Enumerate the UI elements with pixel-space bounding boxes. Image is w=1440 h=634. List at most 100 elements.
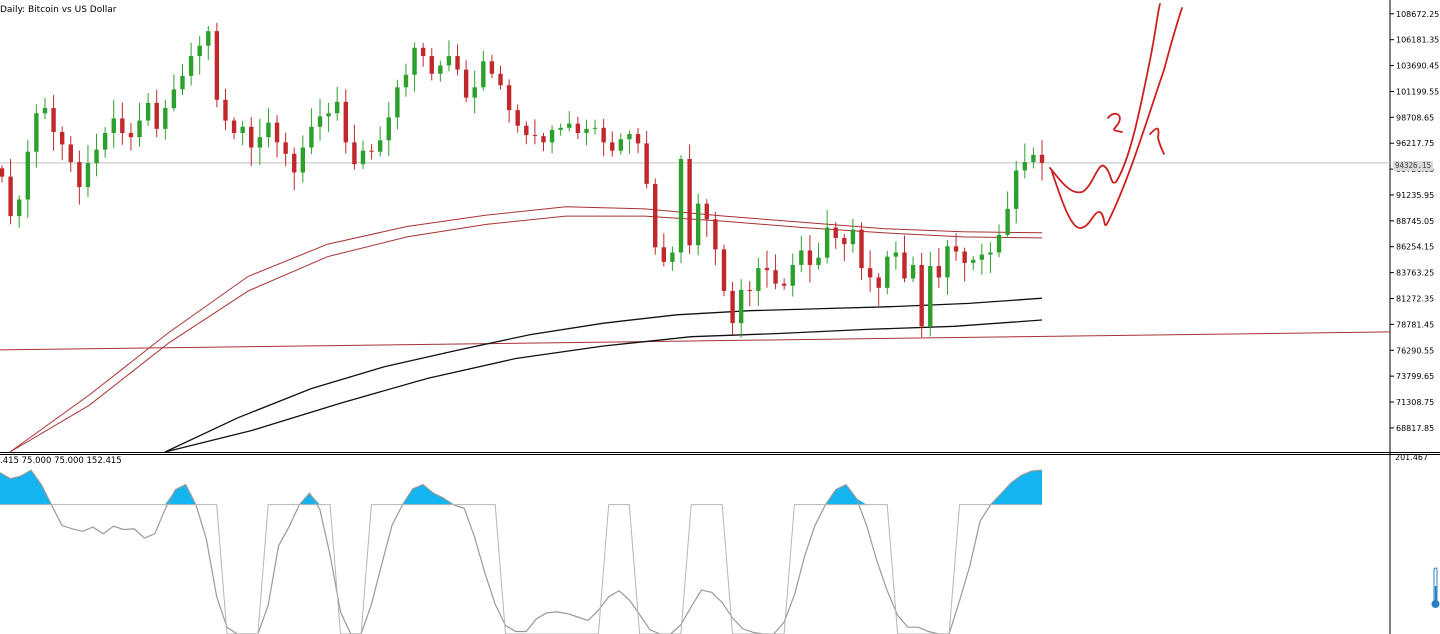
candle-body <box>584 128 589 134</box>
candle-body <box>472 87 477 98</box>
candle-body <box>928 266 933 327</box>
candle-body <box>240 126 245 134</box>
y-tick-label: 108672.25 <box>1396 10 1439 19</box>
candle-body <box>627 134 632 140</box>
candle-body <box>953 246 959 252</box>
candle-body <box>326 113 331 117</box>
current-price-label: 94326.15 <box>1393 161 1433 171</box>
candle-body <box>893 252 899 257</box>
y-tick-label: 78781.45 <box>1396 320 1434 329</box>
oscillator-fill <box>0 470 1042 505</box>
candle-body <box>635 134 641 144</box>
annotation-stroke <box>1049 3 1161 194</box>
candle-body <box>266 122 271 138</box>
candle-body <box>403 74 409 88</box>
candle-body <box>231 120 237 134</box>
y-tick-label: 98708.65 <box>1396 113 1434 122</box>
candle-body <box>816 257 821 265</box>
candle-body <box>309 126 314 148</box>
candle-body <box>395 87 400 118</box>
y-tick-label: 88745.05 <box>1396 217 1434 226</box>
candle-body <box>971 259 976 263</box>
candle-body <box>360 150 366 165</box>
y-tick-label: 101199.55 <box>1396 87 1439 96</box>
candle-body <box>137 120 142 138</box>
candle-body <box>481 61 486 88</box>
candle-body <box>257 137 263 148</box>
candle-body <box>463 69 469 98</box>
candle-body <box>111 118 116 134</box>
candle-body <box>335 101 340 114</box>
candle-body <box>842 237 847 245</box>
candle-body <box>824 227 830 258</box>
candles-layer <box>0 22 1045 338</box>
candle-body <box>558 127 563 130</box>
candle-body <box>68 144 73 163</box>
candle-body <box>446 56 452 66</box>
candle-body <box>962 251 967 263</box>
candle-body <box>575 123 581 134</box>
candle-body <box>283 142 288 154</box>
candle-body <box>171 89 177 109</box>
y-tick-label: 81272.35 <box>1396 295 1434 304</box>
candle-body <box>618 139 624 151</box>
candle-body <box>206 31 211 46</box>
candle-body <box>730 290 735 324</box>
candle-body <box>352 142 357 165</box>
candle-body <box>695 203 701 246</box>
candle-body <box>85 163 91 188</box>
candle-body <box>1031 154 1036 163</box>
candle-body <box>300 147 306 173</box>
candle-body <box>102 133 108 150</box>
candle-body <box>704 203 709 220</box>
y-tick-label: 83763.25 <box>1396 269 1434 278</box>
candle-body <box>369 150 374 152</box>
moving-average-upper-black <box>164 297 1043 453</box>
candle-body <box>1022 162 1028 171</box>
candle-body <box>567 123 572 128</box>
candle-body <box>532 135 538 137</box>
thermometer-icon[interactable] <box>1430 566 1440 610</box>
candle-body <box>120 118 125 134</box>
y-tick-label: 91235.95 <box>1396 191 1434 200</box>
candle-body <box>16 199 22 217</box>
candle-body <box>42 108 48 114</box>
candle-body <box>790 264 795 286</box>
moving-average-lower-red <box>9 215 1043 453</box>
candle-body <box>653 183 658 248</box>
candle-body <box>8 176 13 217</box>
chart-title: Daily: Bitcoin vs US Dollar <box>0 5 117 15</box>
y-tick-label: 96217.75 <box>1396 139 1434 148</box>
oscillator-line <box>0 469 1043 634</box>
candle-body <box>885 256 890 288</box>
candle-body <box>721 249 727 291</box>
candle-body <box>0 168 5 177</box>
candle-body <box>713 219 718 250</box>
candle-body <box>59 131 65 145</box>
candle-body <box>979 254 985 260</box>
candle-body <box>154 102 159 129</box>
indicator-max-label: 201.467 <box>1395 453 1429 462</box>
candle-body <box>51 108 56 132</box>
candle-body <box>756 268 761 291</box>
annotation-stroke <box>1051 7 1183 229</box>
candle-body <box>773 270 778 284</box>
oscillator-layer <box>0 469 1043 634</box>
candle-body <box>25 151 30 200</box>
candle-body <box>661 247 667 262</box>
candle-body <box>738 289 744 324</box>
candle-body <box>687 158 692 246</box>
candle-body <box>781 283 787 286</box>
candle-body <box>438 65 443 74</box>
candle-body <box>94 149 99 164</box>
candle-body <box>429 56 434 74</box>
candle-body <box>910 264 916 279</box>
candle-body <box>386 117 391 141</box>
candle-body <box>996 234 1002 253</box>
candle-body <box>919 264 924 327</box>
candle-body <box>163 108 168 129</box>
y-tick-label: 76290.55 <box>1396 346 1434 355</box>
candle-body <box>764 268 770 271</box>
candle-body <box>807 250 813 265</box>
